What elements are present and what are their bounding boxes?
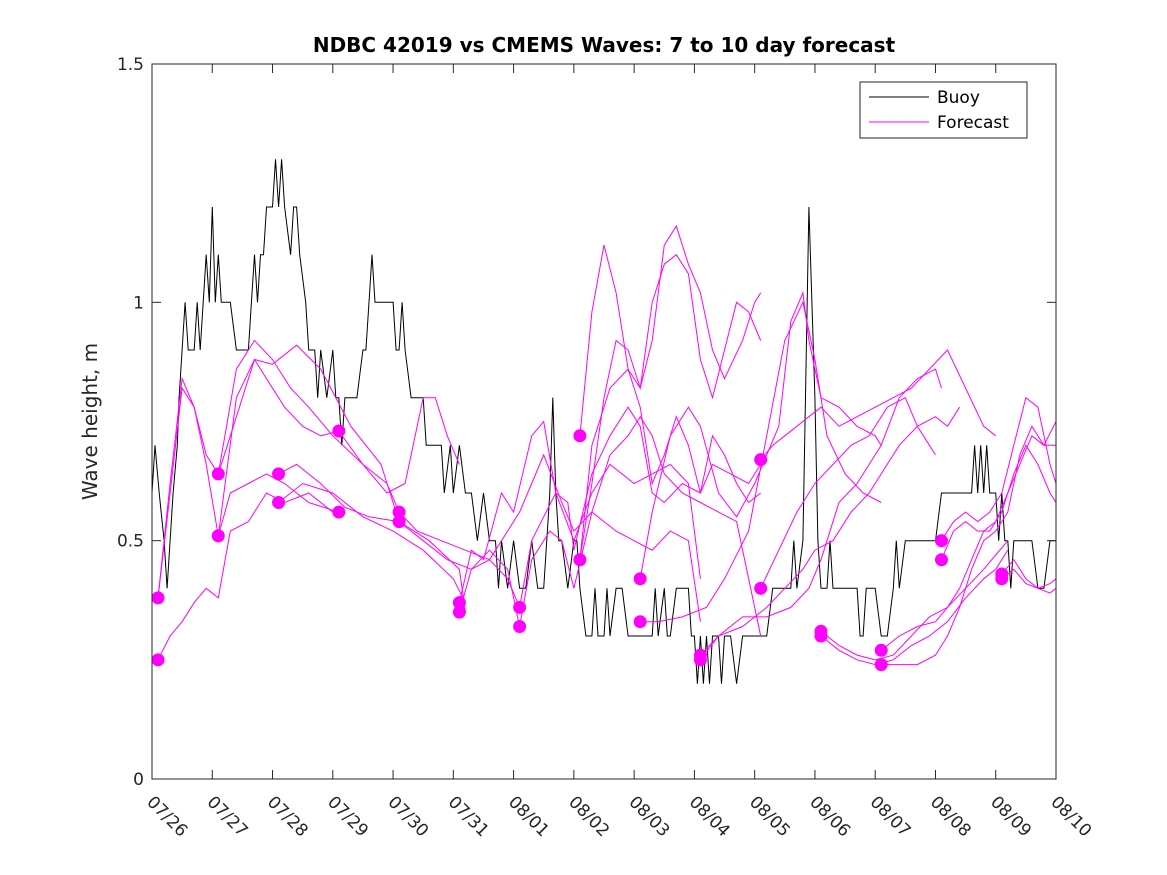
forecast-start-marker-9 [392, 505, 406, 519]
plot-area [152, 64, 1056, 779]
forecast-line-14 [519, 415, 762, 637]
forecast-start-marker-3 [211, 467, 225, 481]
forecast-line-21 [700, 406, 961, 661]
forecast-line-25 [820, 549, 1009, 666]
forecast-start-marker-5 [272, 467, 286, 481]
y-tick-label: 1.5 [117, 55, 144, 75]
forecast-start-marker-7 [332, 424, 346, 438]
forecast-line-1 [157, 358, 339, 598]
forecast-line-19 [640, 300, 882, 623]
forecast-line-16 [579, 224, 762, 560]
forecast-line-18 [639, 290, 882, 579]
forecast-start-marker-15 [573, 429, 587, 443]
forecast-start-marker-22 [754, 581, 768, 595]
forecast-start-marker-21 [754, 453, 768, 467]
forecast-start-marker-17 [633, 572, 647, 586]
forecast-start-marker-8 [332, 505, 346, 519]
y-axis-ticks: 0 0.5 1 1.5 [117, 55, 1056, 790]
forecast-start-marker-16 [573, 553, 587, 567]
forecast-line-23 [760, 397, 936, 589]
forecast-start-marker-24 [814, 629, 828, 643]
forecast-start-marker-26 [874, 658, 888, 672]
forecast-start-marker-20 [693, 653, 707, 667]
forecast-line-13 [519, 406, 762, 608]
forecast-start-marker-12 [452, 605, 466, 619]
forecast-start-marker-28 [934, 553, 948, 567]
y-tick-label: 0.5 [117, 532, 144, 552]
forecast-series-group [157, 224, 1057, 666]
forecast-line-29 [941, 444, 1057, 560]
legend-box [859, 81, 1028, 139]
forecast-start-marker-1 [151, 591, 165, 605]
y-tick-label: 0 [133, 770, 144, 790]
forecast-start-marker-10 [392, 515, 406, 529]
forecast-line-4 [217, 339, 400, 513]
plot-frame [151, 63, 1057, 780]
forecast-line-27 [881, 425, 1056, 666]
forecast-line-30 [1001, 558, 1057, 589]
forecast-start-marker-18 [633, 615, 647, 629]
forecast-line-3 [157, 492, 340, 661]
forecast-start-marker-4 [211, 529, 225, 543]
forecast-start-marker-14 [513, 619, 527, 633]
forecast-start-marker-11 [452, 596, 466, 610]
forecast-line-5 [217, 344, 400, 536]
forecast-start-markers [151, 424, 1009, 672]
forecast-line-8 [338, 397, 460, 494]
forecast-line-12 [458, 453, 701, 622]
y-tick-label: 1 [133, 293, 144, 313]
forecast-line-22 [760, 349, 997, 460]
forecast-start-marker-13 [513, 600, 527, 614]
forecast-start-marker-25 [874, 643, 888, 657]
forecast-line-17 [579, 368, 762, 560]
forecast-line-6 [278, 463, 466, 613]
chart-title: NDBC 42019 vs CMEMS Waves: 7 to 10 day f… [313, 33, 896, 57]
forecast-line-31 [1001, 568, 1057, 594]
forecast-line-11 [458, 420, 701, 603]
buoy-series [151, 159, 1056, 684]
forecast-line-9 [398, 511, 521, 608]
forecast-line-24 [820, 540, 1009, 661]
forecast-line-28 [941, 396, 1057, 541]
legend-buoy-label: Buoy [937, 88, 980, 108]
forecast-line-15 [579, 244, 762, 436]
legend: Buoy Forecast [859, 81, 1028, 139]
forecast-line-2 [157, 376, 339, 598]
buoy-line [151, 159, 1056, 684]
forecast-start-marker-27 [934, 534, 948, 548]
forecast-start-marker-2 [151, 653, 165, 667]
forecast-start-marker-6 [272, 496, 286, 510]
forecast-line-7 [278, 482, 466, 603]
forecast-line-26 [880, 421, 1057, 651]
y-axis-label: Wave height, m [78, 343, 102, 500]
forecast-start-marker-30 [995, 572, 1009, 586]
forecast-line-20 [700, 368, 942, 656]
legend-forecast-label: Forecast [937, 113, 1009, 133]
